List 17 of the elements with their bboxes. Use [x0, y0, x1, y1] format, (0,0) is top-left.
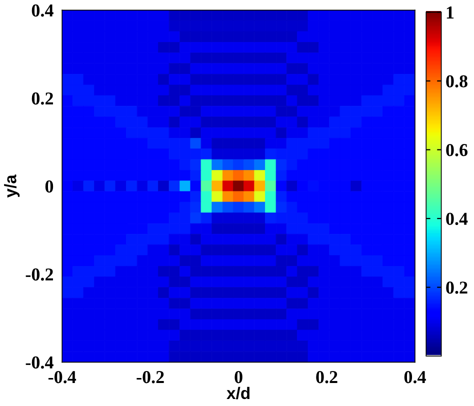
- y-tick-label: -0.4: [26, 356, 54, 369]
- y-tick-label: 0.4: [32, 4, 54, 17]
- x-tick-label: -0.2: [136, 371, 164, 384]
- x-tick-label: 0.4: [404, 371, 426, 384]
- x-tick-label: 0: [234, 371, 242, 384]
- x-tick-label: -0.4: [48, 371, 76, 384]
- y-tick-label: 0.2: [32, 92, 53, 105]
- color-bar-label: 0.6: [446, 144, 468, 156]
- color-bar-label: 0.8: [446, 75, 468, 88]
- y-axis-title: y/a: [4, 174, 20, 198]
- y-tick-label: 0: [45, 180, 54, 193]
- x-tick-label: 0.2: [316, 371, 338, 384]
- color-bar-label: 1: [446, 6, 454, 18]
- y-tick-label: -0.2: [26, 268, 53, 281]
- color-bar-label: 0.4: [446, 212, 468, 226]
- x-axis-title: x/d: [226, 386, 250, 400]
- color-bar-label: 0.2: [446, 282, 468, 294]
